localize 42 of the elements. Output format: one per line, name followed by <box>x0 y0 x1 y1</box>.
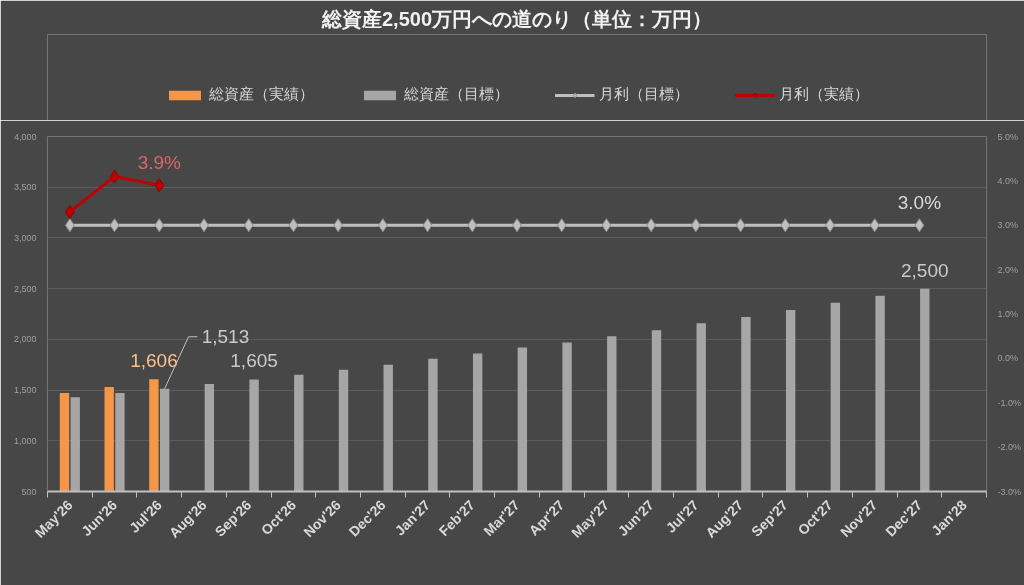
data-label: 1,606 <box>130 350 178 372</box>
y2-tick-label: -3.0% <box>997 486 1022 497</box>
point <box>154 218 165 233</box>
y2-tick-label: 0.0% <box>997 353 1019 364</box>
point <box>422 218 433 233</box>
y-tick-label: 500 <box>21 486 37 497</box>
y-tick-label: 1,500 <box>13 385 37 396</box>
data-label: 3.0% <box>897 192 942 214</box>
point <box>735 218 746 233</box>
y2-tick-label: -1.0% <box>997 397 1022 408</box>
y2-tick-label: 1.0% <box>997 309 1019 319</box>
data-label: 1,605 <box>230 350 278 372</box>
point <box>288 218 299 233</box>
legend-label: 総資産（目標） <box>404 85 509 104</box>
point <box>467 218 478 233</box>
data-label: 1,513 <box>201 326 250 348</box>
y2-tick-label: 2.0% <box>997 264 1019 275</box>
y-tick-label: 3,000 <box>13 232 37 243</box>
y-tick-label: 4,000 <box>13 131 37 142</box>
point <box>780 218 791 233</box>
point <box>556 218 567 233</box>
chart-title: 総資産2,500万円への道のり（単位：万円） <box>320 7 713 30</box>
point <box>109 169 120 184</box>
y-tick-label: 3,500 <box>13 182 37 193</box>
y-tick-label: 2,500 <box>13 283 37 294</box>
point <box>914 218 925 233</box>
y-tick-label: 2,000 <box>13 334 37 345</box>
legend-label: 月利（目標） <box>599 85 689 104</box>
data-label: 2,500 <box>901 259 949 281</box>
y2-tick-label: 3.0% <box>997 220 1019 231</box>
point <box>109 218 120 233</box>
point <box>154 178 165 193</box>
point <box>869 218 880 233</box>
y2-tick-label: 5.0% <box>997 131 1019 142</box>
legend-label: 月利（実績） <box>779 85 869 104</box>
point <box>243 218 254 233</box>
y-tick-label: 1,000 <box>13 435 37 446</box>
point <box>601 218 612 233</box>
data-label: 3.9% <box>137 152 182 174</box>
y2-tick-label: -2.0% <box>997 442 1022 453</box>
legend-label: 総資産（実績） <box>209 85 314 104</box>
y2-tick-label: 4.0% <box>997 175 1019 186</box>
